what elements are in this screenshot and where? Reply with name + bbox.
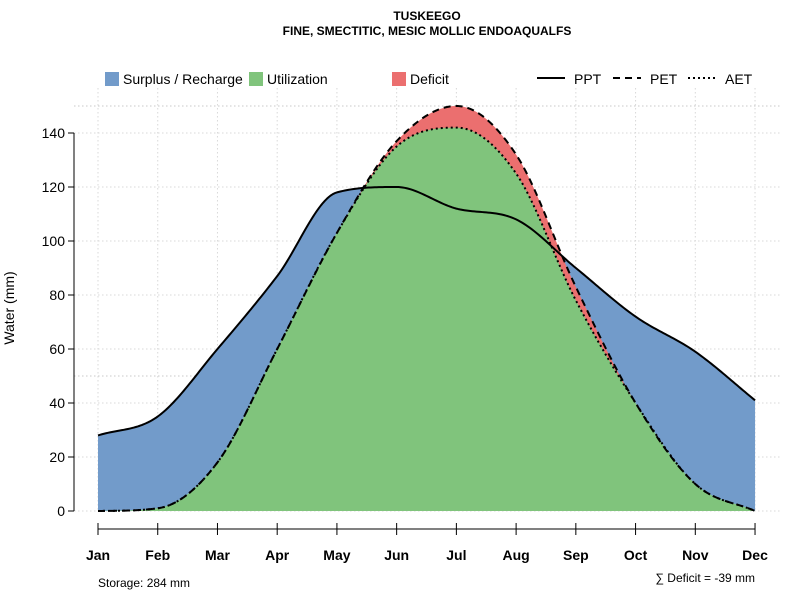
- chart-subtitle: FINE, SMECTITIC, MESIC MOLLIC ENDOAQUALF…: [283, 24, 572, 38]
- y-tick-label: 40: [49, 395, 65, 411]
- axes: 0 20 40 60 80 100 120 140 Jan Feb Mar Apr May Jun Jul A…: [42, 125, 768, 563]
- x-tick-label: Jun: [384, 547, 409, 563]
- area-layer: [98, 106, 756, 511]
- y-tick-label: 0: [57, 503, 65, 519]
- legend-swatch: [392, 72, 406, 86]
- legend-label: Deficit: [410, 71, 449, 87]
- legend-label: Utilization: [267, 71, 328, 87]
- legend-label: PET: [650, 71, 678, 87]
- x-tick-label: Oct: [624, 547, 648, 563]
- x-tick-label: Aug: [503, 547, 530, 563]
- y-axis-label: Water (mm): [1, 271, 17, 344]
- x-tick-label: Sep: [563, 547, 589, 563]
- y-tick-label: 120: [42, 179, 66, 195]
- deficit-note: ∑ Deficit = -39 mm: [655, 571, 755, 585]
- legend-swatch: [249, 72, 263, 86]
- y-tick-label: 100: [42, 233, 66, 249]
- x-tick-label: Jul: [446, 547, 466, 563]
- legend-label: AET: [725, 71, 753, 87]
- chart-title: TUSKEEGO: [393, 9, 460, 23]
- x-tick-label: Feb: [145, 547, 170, 563]
- x-tick-label: Mar: [205, 547, 230, 563]
- legend-swatch: [105, 72, 119, 86]
- y-tick-label: 140: [42, 125, 66, 141]
- legend-label: Surplus / Recharge: [123, 71, 243, 87]
- storage-note: Storage: 284 mm: [98, 576, 190, 590]
- utilization-aet-area: [98, 127, 756, 511]
- x-tick-label: Nov: [682, 547, 709, 563]
- y-tick-label: 20: [49, 449, 65, 465]
- y-tick-label: 60: [49, 341, 65, 357]
- x-tick-label: Dec: [742, 547, 768, 563]
- legend: Surplus / Recharge Utilization Deficit PPT P…: [105, 71, 753, 87]
- legend-label: PPT: [574, 71, 602, 87]
- x-tick-label: Jan: [86, 547, 110, 563]
- x-tick-label: May: [323, 547, 350, 563]
- x-tick-label: Apr: [265, 547, 290, 563]
- line-layer: [97, 105, 756, 512]
- ppt-line: [97, 186, 756, 437]
- surplus-band: [98, 187, 756, 511]
- pet-line: [97, 105, 756, 512]
- y-tick-label: 80: [49, 287, 65, 303]
